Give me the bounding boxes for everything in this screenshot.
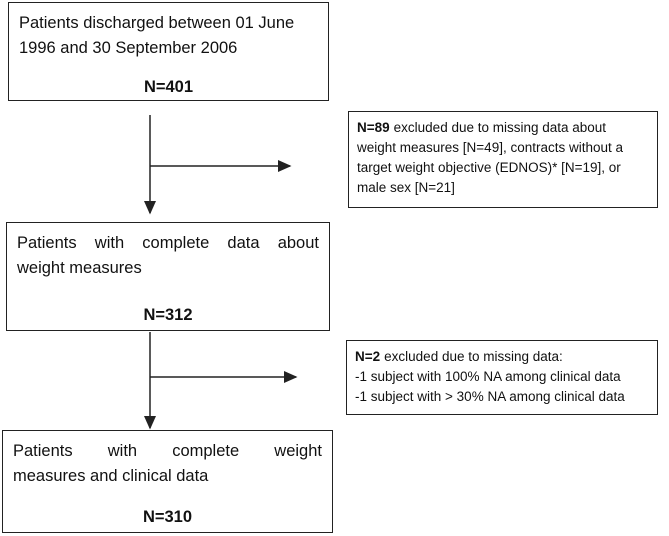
step-box: Patients with complete weight measures a… <box>2 430 333 533</box>
box-count: N=310 <box>142 508 193 526</box>
box-text: weight measures <box>17 259 142 277</box>
note-text: excluded due to missing data: <box>384 349 563 364</box>
note-text: weight measures [N=49], contracts withou… <box>357 140 624 155</box>
note-text: -1 subject with 100% NA among clinical d… <box>355 369 621 384</box>
exclusion-note: N=89 excluded due to missing data about w… <box>348 111 658 208</box>
note-text: excluded due to missing data about <box>393 120 607 135</box>
exclusion-count: N=89 <box>357 120 390 135</box>
box-count: N=401 <box>143 78 194 96</box>
exclusion-count: N=2 <box>355 349 381 364</box>
note-text: -1 subject with > 30% NA among clinical … <box>355 389 625 404</box>
exclusion-note: N=2 excluded due to missing data: -1 subj… <box>346 340 658 415</box>
step-box: Patients with complete data about weight… <box>6 222 330 331</box>
note-text: male sex [N=21] <box>357 180 455 195</box>
step-box: Patients discharged between 01 June 1996… <box>8 2 329 101</box>
note-text: target weight objective (EDNOS)* [N=19],… <box>357 160 621 175</box>
box-text: Patients with complete data about <box>17 234 319 252</box>
box-text: Patients discharged between 01 June <box>19 14 295 32</box>
box-text: measures and clinical data <box>13 467 209 485</box>
box-text: Patients with complete weight <box>13 442 322 460</box>
box-text: 1996 and 30 September 2006 <box>19 39 238 57</box>
box-count: N=312 <box>143 306 193 324</box>
